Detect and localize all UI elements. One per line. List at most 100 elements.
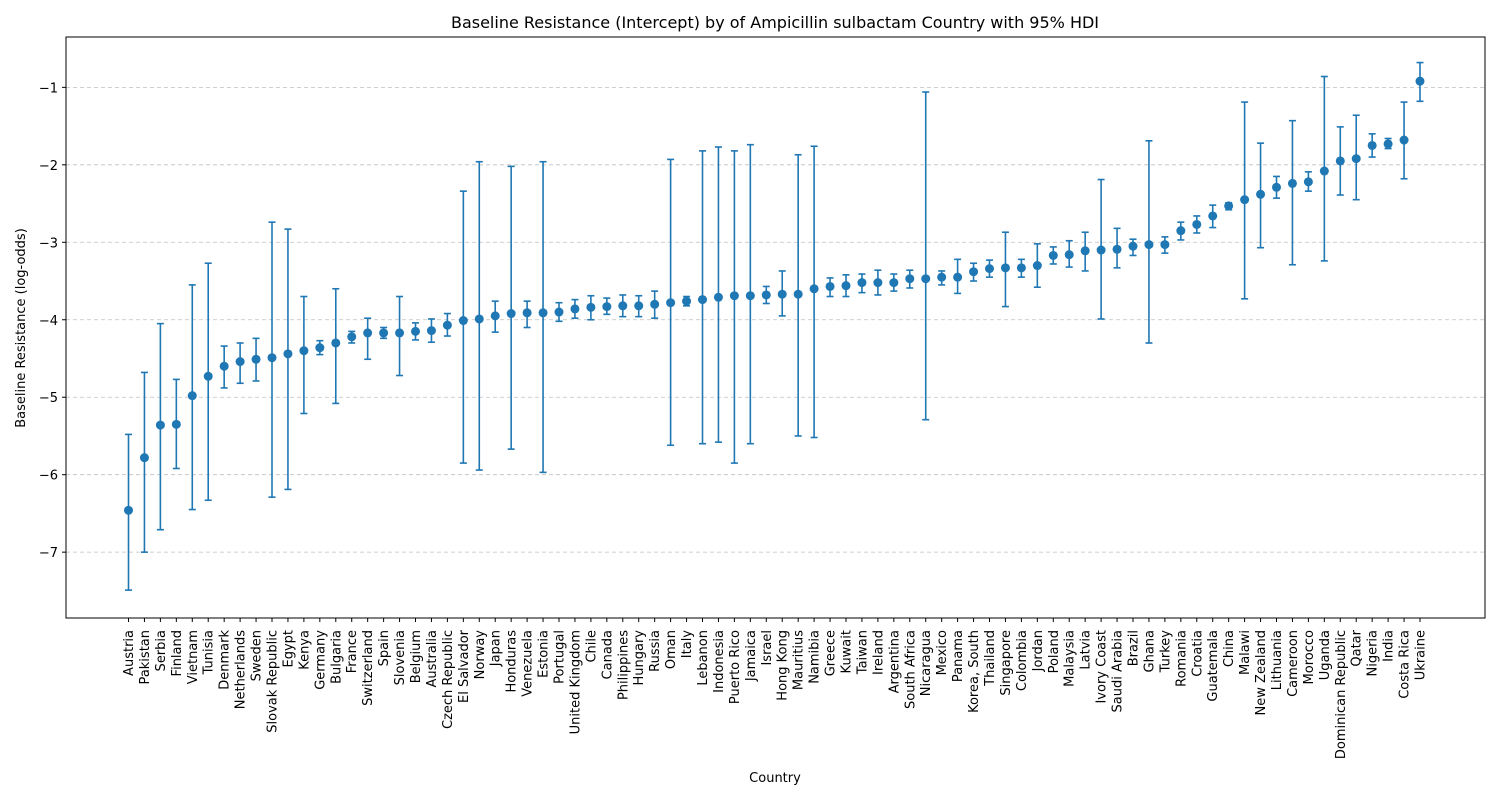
x-tick-label: Austria (122, 630, 137, 676)
x-tick-label: New Zealand (1254, 630, 1269, 715)
mean-marker (506, 309, 516, 319)
mean-marker (618, 301, 628, 311)
mean-marker (363, 328, 373, 338)
x-tick-label: Germany (313, 630, 328, 690)
x-tick-label: Pakistan (138, 630, 153, 684)
x-tick-label: Lithuania (1270, 630, 1285, 690)
mean-marker (235, 357, 245, 367)
mean-marker (171, 419, 181, 429)
x-tick-label: Kenya (297, 630, 312, 670)
x-tick-label: Russia (648, 630, 663, 672)
x-tick-label: Italy (680, 630, 695, 659)
mean-marker (1399, 135, 1409, 145)
x-tick-label: Latvia (1079, 630, 1094, 670)
x-tick-label: Canada (600, 630, 615, 679)
mean-marker (1048, 250, 1058, 260)
mean-marker (650, 299, 660, 309)
mean-marker (458, 316, 468, 326)
x-tick-label: Slovak Republic (266, 630, 281, 733)
x-tick-label: Mauritius (792, 630, 807, 690)
x-tick-label: Puerto Rico (728, 630, 743, 704)
mean-marker (698, 295, 707, 305)
x-tick-label: Colombia (1015, 630, 1030, 691)
mean-marker (187, 391, 197, 401)
mean-marker (1224, 201, 1234, 211)
x-tick-label: Morocco (1302, 630, 1317, 684)
grid-lines (66, 86, 1485, 553)
mean-marker (682, 296, 692, 306)
y-tick-label: −3 (39, 236, 58, 251)
mean-marker (283, 349, 293, 359)
x-tick-label: Ukraine (1414, 630, 1429, 680)
x-tick-label: Dominican Republic (1334, 630, 1349, 759)
mean-marker (825, 281, 835, 291)
x-tick-label: Venezuela (521, 630, 536, 697)
mean-marker (124, 505, 133, 515)
mean-marker (666, 298, 676, 308)
mean-marker (442, 320, 452, 330)
mean-marker (426, 326, 436, 336)
mean-marker (969, 267, 979, 277)
x-tick-label: Chile (584, 630, 599, 663)
mean-marker (809, 284, 819, 294)
x-tick-label: United Kingdom (568, 630, 583, 734)
y-tick-label: −4 (39, 314, 58, 329)
mean-marker (729, 291, 739, 301)
x-tick-label: Switzerland (361, 630, 376, 706)
mean-marker (1080, 246, 1090, 256)
mean-marker (634, 301, 644, 311)
mean-marker (1160, 240, 1170, 250)
mean-marker (155, 420, 165, 430)
mean-marker (1096, 245, 1106, 255)
y-axis-label: Baseline Resistance (log-odds) (14, 228, 29, 428)
x-tick-label: Czech Republic (441, 630, 456, 729)
x-axis-ticks: Austria Pakistan Serbia Finland Vietnam Tunis… (122, 618, 1429, 759)
mean-marker (1192, 219, 1202, 229)
x-tick-label: Kuwait (840, 630, 855, 673)
x-tick-label: India (1382, 630, 1397, 662)
x-tick-label: El Salvador (457, 629, 472, 703)
mean-marker (1144, 240, 1154, 250)
mean-marker (857, 278, 867, 288)
mean-marker (905, 274, 915, 284)
x-tick-label: Japan (489, 630, 504, 667)
x-tick-label: Lebanon (696, 630, 711, 686)
mean-marker (777, 289, 787, 299)
mean-marker (1415, 76, 1425, 86)
x-tick-label: Nigeria (1366, 630, 1381, 677)
mean-marker (395, 328, 405, 338)
mean-marker (1176, 226, 1186, 236)
x-tick-label: Slovenia (393, 630, 408, 685)
x-tick-label: Ivory Coast (1095, 630, 1110, 704)
x-axis-label: Country (749, 771, 801, 786)
x-tick-label: Belgium (409, 630, 424, 683)
x-tick-label: Honduras (505, 630, 520, 693)
x-tick-label: Serbia (154, 630, 169, 671)
mean-marker (1032, 261, 1042, 271)
mean-marker (602, 302, 612, 312)
x-tick-label: Sweden (250, 630, 265, 681)
x-tick-label: Israel (760, 630, 775, 666)
x-tick-label: Portugal (553, 630, 568, 684)
x-tick-label: Greece (824, 630, 839, 676)
x-tick-label: Ghana (1142, 630, 1157, 673)
x-tick-label: Norway (473, 630, 488, 680)
mean-marker (1128, 241, 1138, 251)
x-tick-label: Finland (170, 630, 185, 676)
x-tick-label: Ireland (871, 630, 886, 675)
mean-marker (379, 328, 389, 338)
mean-marker (889, 278, 899, 288)
x-tick-label: Nicaragua (919, 630, 934, 696)
mean-marker (570, 304, 580, 314)
x-tick-label: Indonesia (712, 630, 727, 693)
mean-marker (267, 353, 277, 363)
x-tick-label: Taiwan (855, 630, 870, 675)
x-tick-label: France (345, 630, 360, 673)
mean-marker (522, 308, 532, 318)
mean-marker (1064, 250, 1074, 260)
x-tick-label: Argentina (887, 630, 902, 693)
mean-marker (139, 453, 149, 463)
mean-marker (793, 289, 803, 299)
